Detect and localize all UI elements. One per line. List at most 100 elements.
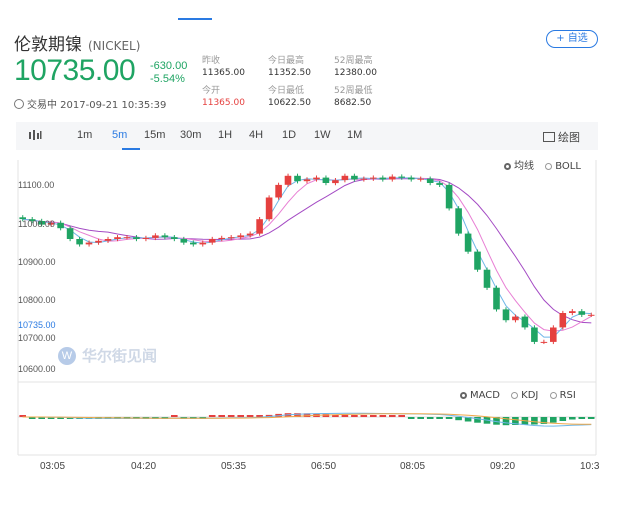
- candle-body: [294, 175, 301, 182]
- candle-body: [351, 175, 358, 180]
- y-tick-label: 11000.00: [18, 219, 55, 229]
- candle-body: [123, 237, 131, 239]
- candle-body: [133, 237, 140, 239]
- status-text: 交易中 2017-09-21 10:35:39: [27, 100, 167, 111]
- candle-body: [474, 251, 481, 270]
- candle-body: [360, 178, 368, 180]
- stat-label: 昨收: [202, 56, 221, 66]
- add-watchlist-button[interactable]: + 自选: [546, 30, 598, 48]
- candle-body: [426, 178, 434, 183]
- watermark-logo-icon: W: [58, 347, 76, 365]
- indicator-selector: MACD KDJ RSI: [460, 390, 576, 401]
- macd-bar: [227, 415, 235, 417]
- macd-bar: [246, 415, 254, 417]
- macd-bar: [578, 417, 586, 419]
- candle-body: [38, 221, 45, 225]
- stat-value: 8682.50: [334, 98, 372, 108]
- tab-interval-15m[interactable]: 15m: [144, 129, 166, 141]
- macd-bar: [569, 417, 576, 420]
- overlay-option-ma[interactable]: 均线: [504, 161, 534, 172]
- x-tick-label: 10:3: [580, 461, 600, 472]
- tab-interval-1d[interactable]: 1D: [282, 129, 297, 141]
- selected-interval-underline: [122, 148, 140, 150]
- candle-body: [341, 175, 349, 181]
- macd-bar: [237, 415, 244, 417]
- candle-body: [76, 239, 83, 245]
- macd-bar: [265, 414, 273, 417]
- tab-interval-4h[interactable]: 4H: [249, 129, 264, 141]
- candlestick-type-icon[interactable]: [28, 129, 42, 144]
- macd-bar: [57, 417, 64, 419]
- macd-bar: [550, 417, 557, 423]
- candle-body: [502, 309, 510, 321]
- indicator-option-macd[interactable]: MACD: [460, 390, 500, 401]
- macd-bar: [426, 417, 434, 419]
- macd-bar: [417, 417, 424, 419]
- candle-body: [389, 176, 396, 180]
- macd-bar: [493, 417, 500, 425]
- tab-interval-30m[interactable]: 30m: [180, 129, 202, 141]
- macd-bar: [464, 417, 472, 422]
- candle-body: [322, 177, 330, 183]
- macd-bar: [512, 417, 519, 425]
- candle-body: [493, 287, 500, 310]
- candle-body: [237, 235, 244, 238]
- instrument-title: 伦敦期镍 (NICKEL): [14, 30, 140, 55]
- change-percent: -5.54%: [150, 73, 185, 85]
- overlay-option-boll[interactable]: BOLL: [545, 161, 581, 172]
- macd-bar: [341, 414, 349, 417]
- candle-body: [379, 177, 387, 180]
- candle-body: [587, 314, 595, 316]
- change-value: -630.00: [150, 60, 188, 72]
- radio-selected-icon: [460, 392, 467, 399]
- y-tick-label: 11100.00: [18, 180, 55, 190]
- candle-body: [19, 217, 26, 220]
- watermark: 华尔街见闻: [82, 347, 158, 365]
- stat-value: 11352.50: [268, 68, 311, 78]
- clock-icon: [14, 99, 24, 109]
- tab-interval-5m[interactable]: 5m: [112, 129, 128, 141]
- candle-body: [104, 239, 112, 241]
- macd-bar: [360, 415, 368, 417]
- overlay-boll-label: BOLL: [555, 161, 581, 172]
- candle-body: [455, 208, 462, 234]
- indicator-macd-label: MACD: [470, 390, 500, 401]
- candle-body: [256, 219, 263, 234]
- indicator-option-rsi[interactable]: RSI: [549, 390, 576, 401]
- candle-body: [218, 237, 225, 239]
- macd-bar: [38, 417, 45, 419]
- stat-day-high: 今日最高 11352.50: [268, 55, 311, 79]
- stat-value: 11365.00: [202, 68, 245, 78]
- overlay-selector: 均线 BOLL: [504, 157, 581, 172]
- candle-body: [85, 242, 93, 245]
- candle-body: [227, 237, 235, 239]
- macd-bar: [47, 417, 55, 419]
- tab-interval-1w[interactable]: 1W: [314, 129, 331, 141]
- radio-icon: [545, 163, 553, 170]
- macd-bar: [256, 415, 263, 417]
- indicator-rsi-label: RSI: [559, 390, 576, 401]
- tab-interval-1h[interactable]: 1H: [218, 129, 233, 141]
- candle-body: [436, 183, 443, 185]
- candle-body: [521, 316, 529, 328]
- candle-body: [28, 219, 36, 221]
- y-tick-label: 10600.00: [18, 364, 56, 374]
- indicator-option-kdj[interactable]: KDJ: [511, 390, 538, 401]
- x-tick-label: 05:35: [221, 461, 247, 472]
- candle-body: [142, 237, 150, 239]
- draw-tool-button[interactable]: 绘图: [543, 129, 580, 145]
- candle-body: [47, 222, 55, 225]
- tab-interval-1m[interactable]: 1m: [77, 129, 93, 141]
- tab-interval-1mo[interactable]: 1M: [347, 129, 363, 141]
- macd-bar: [218, 415, 225, 417]
- candle-body: [398, 176, 405, 178]
- interval-toolbar: 1m 5m 15m 30m 1H 4H 1D 1W 1M 绘图: [16, 122, 598, 150]
- macd-bar: [540, 417, 548, 424]
- macd-bar: [294, 413, 301, 417]
- candle-body: [531, 327, 538, 342]
- x-tick-label: 03:05: [40, 461, 66, 472]
- candle-body: [303, 179, 311, 182]
- stat-label: 今日最高: [268, 56, 305, 66]
- price-change: -630.00 -5.54%: [150, 60, 187, 86]
